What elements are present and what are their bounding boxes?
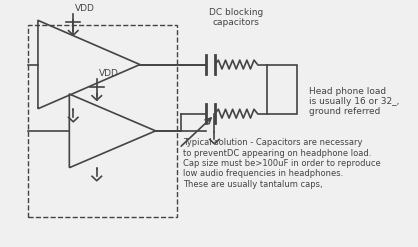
Text: Typical solution - Capacitors are necessary
to preventDC appearing on headphone : Typical solution - Capacitors are necess…	[183, 138, 381, 189]
Text: DC blocking
capacitors: DC blocking capacitors	[209, 8, 263, 27]
Text: VDD: VDD	[75, 4, 95, 13]
Text: Head phone load
is usually 16 or 32_,
ground referred: Head phone load is usually 16 or 32_, gr…	[308, 87, 399, 116]
Bar	[28, 25, 177, 217]
Bar	[268, 64, 297, 114]
Text: VDD: VDD	[99, 69, 119, 78]
